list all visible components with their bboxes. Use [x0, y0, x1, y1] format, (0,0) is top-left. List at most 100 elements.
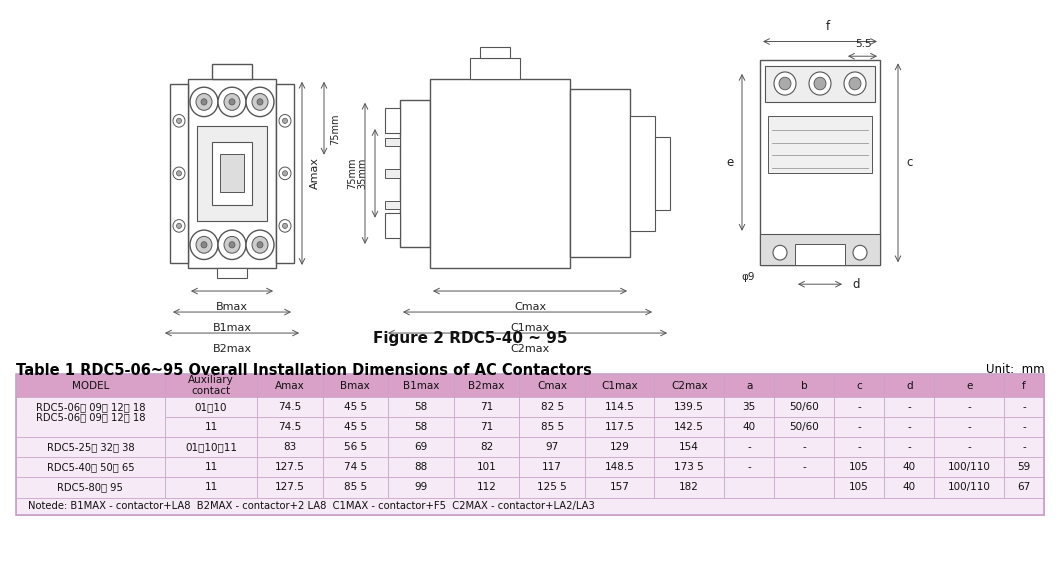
Bar: [385, 108, 400, 133]
Text: 40: 40: [903, 462, 916, 472]
Bar: [774, 397, 834, 417]
Bar: [257, 374, 322, 397]
Text: 88: 88: [414, 462, 427, 472]
Bar: [257, 397, 322, 417]
Bar: [322, 437, 388, 457]
Bar: [884, 457, 934, 477]
Circle shape: [173, 115, 185, 127]
Text: 74 5: 74 5: [343, 462, 367, 472]
Bar: [430, 79, 570, 268]
Bar: [519, 374, 585, 397]
Circle shape: [177, 118, 181, 124]
Bar: [454, 417, 519, 437]
Text: 01、10: 01、10: [195, 402, 227, 412]
Circle shape: [849, 77, 861, 90]
Bar: [585, 374, 654, 397]
Bar: [276, 84, 294, 263]
Text: -: -: [858, 402, 861, 412]
Text: b: b: [800, 380, 808, 391]
Circle shape: [257, 99, 263, 105]
Circle shape: [844, 72, 866, 95]
Text: 114.5: 114.5: [605, 402, 635, 412]
Bar: [217, 268, 247, 278]
Bar: [470, 58, 520, 79]
Text: Unit:  mm: Unit: mm: [986, 363, 1044, 376]
Bar: [774, 417, 834, 437]
Bar: [454, 397, 519, 417]
Text: -: -: [802, 442, 806, 452]
Text: 99: 99: [414, 483, 427, 493]
Bar: [385, 169, 400, 177]
Bar: [385, 138, 400, 146]
Bar: [197, 126, 267, 221]
Circle shape: [177, 171, 181, 176]
Circle shape: [246, 230, 273, 260]
Bar: [519, 457, 585, 477]
Text: 100/110: 100/110: [948, 462, 990, 472]
Bar: [884, 437, 934, 457]
Bar: [654, 417, 724, 437]
Text: 182: 182: [679, 483, 700, 493]
Circle shape: [190, 230, 218, 260]
Bar: [257, 477, 322, 498]
Text: 74.5: 74.5: [278, 402, 301, 412]
Bar: [724, 477, 774, 498]
Text: 50/60: 50/60: [790, 422, 819, 432]
Bar: [724, 457, 774, 477]
Text: -: -: [1022, 402, 1026, 412]
Bar: [585, 457, 654, 477]
Text: 45 5: 45 5: [343, 422, 367, 432]
Bar: [385, 201, 400, 209]
Text: 69: 69: [414, 442, 427, 452]
Text: C1max: C1max: [601, 380, 638, 391]
Bar: [170, 84, 188, 263]
Text: 105: 105: [849, 462, 869, 472]
Bar: [768, 116, 872, 174]
Text: 112: 112: [477, 483, 496, 493]
Bar: [1004, 374, 1044, 397]
Bar: [774, 477, 834, 498]
Circle shape: [779, 77, 791, 90]
Bar: [934, 417, 1004, 437]
Bar: [760, 61, 880, 265]
Text: RDC5-80、 95: RDC5-80、 95: [57, 483, 123, 493]
Text: 59: 59: [1018, 462, 1030, 472]
Bar: [454, 477, 519, 498]
Text: -: -: [1022, 442, 1026, 452]
Text: B2max: B2max: [469, 380, 505, 391]
Text: 157: 157: [610, 483, 630, 493]
Circle shape: [201, 242, 207, 248]
Text: 97: 97: [546, 442, 559, 452]
Bar: [1004, 477, 1044, 498]
Bar: [654, 457, 724, 477]
Text: 40: 40: [742, 422, 756, 432]
Text: Table 1 RDC5-06~95 Overall Installation Dimensions of AC Contactors: Table 1 RDC5-06~95 Overall Installation …: [16, 363, 591, 378]
Text: -: -: [1022, 422, 1026, 432]
Text: 173 5: 173 5: [674, 462, 704, 472]
Bar: [934, 374, 1004, 397]
Circle shape: [257, 242, 263, 248]
Bar: [834, 477, 884, 498]
Text: 35: 35: [742, 402, 756, 412]
Text: MODEL: MODEL: [72, 380, 109, 391]
Bar: [585, 477, 654, 498]
Bar: [165, 437, 257, 457]
Bar: [1004, 437, 1044, 457]
Text: e: e: [966, 380, 972, 391]
Circle shape: [177, 223, 181, 229]
Text: d: d: [906, 380, 913, 391]
Text: Cmax: Cmax: [514, 302, 546, 311]
Bar: [1004, 417, 1044, 437]
Text: c: c: [856, 380, 862, 391]
Bar: [322, 457, 388, 477]
Bar: [585, 417, 654, 437]
Bar: [519, 417, 585, 437]
Text: Bmax: Bmax: [216, 302, 248, 311]
Text: 83: 83: [283, 442, 297, 452]
Text: 129: 129: [610, 442, 630, 452]
Text: 101: 101: [477, 462, 496, 472]
Bar: [585, 397, 654, 417]
Circle shape: [229, 242, 235, 248]
Bar: [388, 397, 454, 417]
Text: -: -: [747, 462, 750, 472]
